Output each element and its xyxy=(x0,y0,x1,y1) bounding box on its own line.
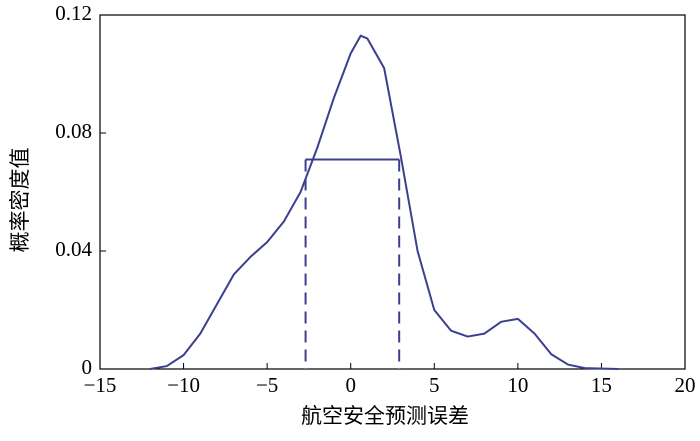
y-tick-label: 0.04 xyxy=(55,237,92,261)
x-tick-label: 15 xyxy=(591,373,612,397)
x-axis-label: 航空安全预测误差 xyxy=(301,404,469,428)
x-tick-label: −10 xyxy=(167,373,200,397)
x-tick-label: 5 xyxy=(429,373,440,397)
density-line xyxy=(149,34,619,370)
x-tick-label: 0 xyxy=(345,373,356,397)
y-tick-label: 0.12 xyxy=(55,1,92,25)
x-tick-label: −5 xyxy=(256,373,278,397)
x-tick-label: −15 xyxy=(84,373,117,397)
y-tick-label: 0.08 xyxy=(55,119,92,143)
x-tick-label: 20 xyxy=(675,373,696,397)
plot-frame xyxy=(99,14,686,370)
y-tick-label: 0 xyxy=(82,355,93,379)
x-tick-label: 10 xyxy=(507,373,528,397)
y-axis-label: 概率密度值 xyxy=(8,148,32,253)
